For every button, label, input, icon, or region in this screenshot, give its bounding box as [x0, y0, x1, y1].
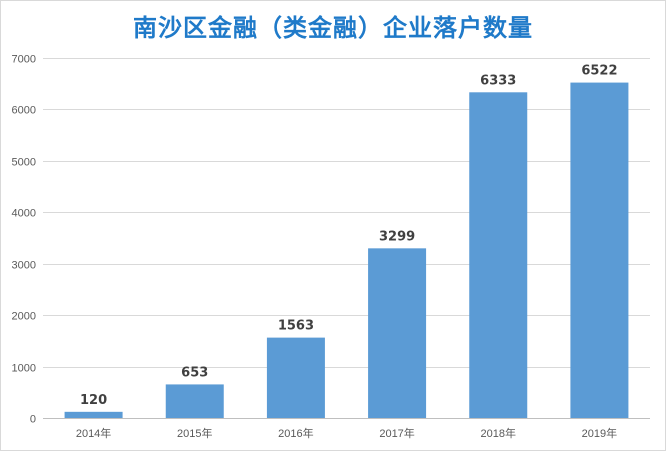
x-tick-label: 2019年 [582, 426, 617, 440]
chart-title: 南沙区金融（类金融）企业落户数量 [133, 14, 533, 42]
y-tick-label: 0 [30, 414, 36, 426]
x-axis: 2014年 2015年 2016年 2017年 2018年 2019年 [76, 426, 617, 440]
x-tick-label: 2018年 [481, 426, 516, 440]
data-label: 120 [80, 393, 107, 408]
data-label: 6522 [581, 64, 617, 79]
x-tick-label: 2016年 [278, 426, 313, 440]
bar [165, 384, 224, 418]
data-label: 1563 [278, 319, 314, 334]
bars [64, 82, 629, 418]
y-tick-label: 6000 [12, 105, 36, 117]
data-labels: 120 653 1563 3299 6333 6522 [80, 64, 617, 408]
y-tick-label: 5000 [12, 157, 36, 169]
bar [266, 337, 325, 418]
x-tick-label: 2017年 [379, 426, 414, 440]
bar [570, 82, 629, 418]
y-axis: 0 1000 2000 3000 4000 5000 6000 7000 [12, 54, 36, 426]
x-tick-label: 2015年 [177, 426, 212, 440]
y-tick-label: 3000 [12, 260, 36, 272]
bar [469, 92, 528, 418]
y-tick-label: 4000 [12, 208, 36, 220]
y-tick-label: 7000 [12, 54, 36, 66]
bar [368, 248, 427, 418]
y-tick-label: 1000 [12, 363, 36, 375]
gridlines [43, 58, 650, 419]
data-label: 6333 [480, 73, 516, 88]
x-tick-label: 2014年 [76, 426, 111, 440]
y-tick-label: 2000 [12, 311, 36, 323]
data-label: 3299 [379, 229, 415, 244]
data-label: 653 [181, 365, 208, 380]
bar [64, 411, 123, 418]
